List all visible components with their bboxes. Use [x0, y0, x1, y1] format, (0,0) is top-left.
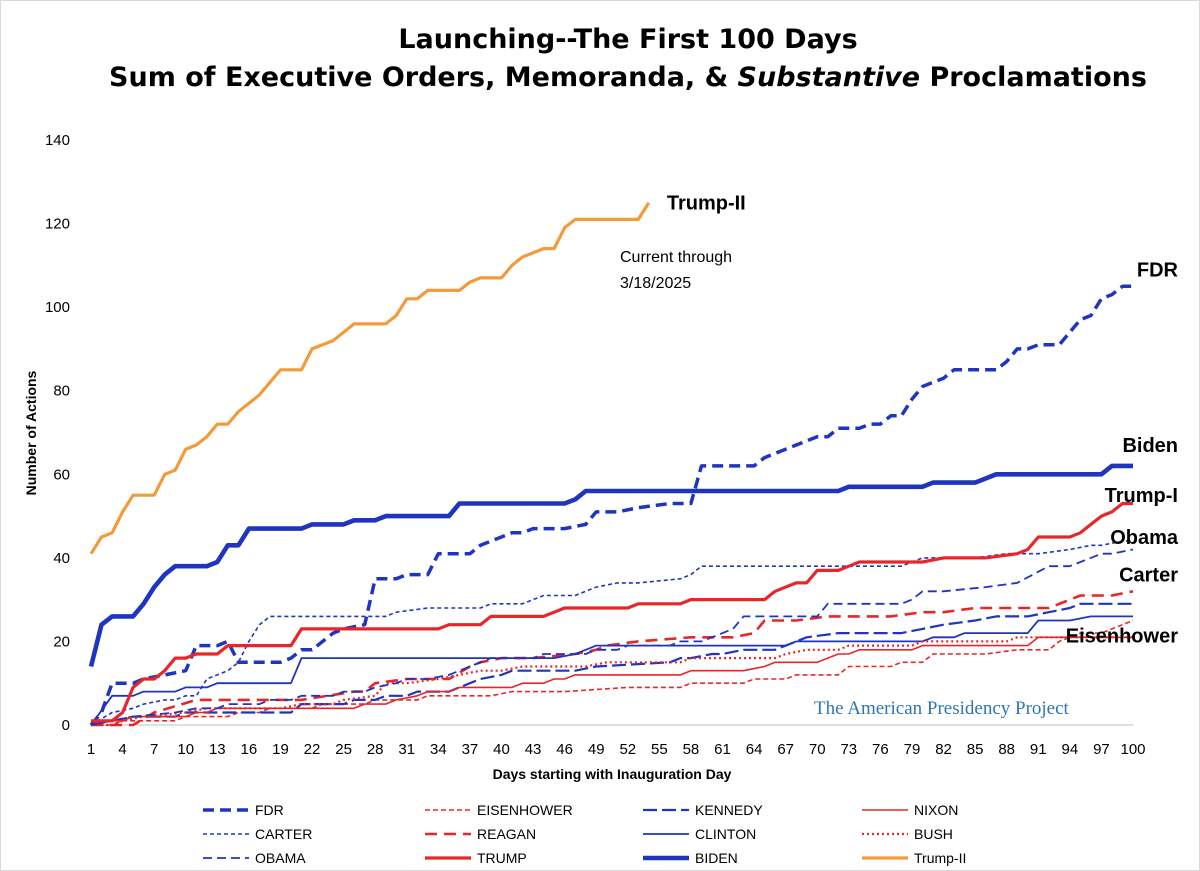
legend-label-carter: CARTER — [255, 826, 312, 842]
x-tick-label: 43 — [525, 741, 542, 758]
series-lines — [88, 201, 1134, 727]
y-tick-label: 40 — [53, 550, 70, 567]
title-line2-em: Substantive — [738, 62, 921, 93]
x-tick-label: 22 — [304, 741, 321, 758]
series-line-fdr — [89, 284, 1133, 727]
x-tick-label: 37 — [462, 741, 479, 758]
legend-label-nixon: NIXON — [914, 802, 958, 818]
legend-label-trump: TRUMP — [477, 850, 527, 866]
series-line-kennedy — [90, 602, 1133, 727]
legend-label-fdr: FDR — [255, 802, 284, 818]
x-tick-label: 40 — [493, 741, 510, 758]
x-tick-label: 70 — [809, 741, 826, 758]
end-label-trump-ii: Trump-II — [667, 193, 746, 215]
x-tick-label: 49 — [588, 741, 605, 758]
x-tick-label: 31 — [398, 741, 415, 758]
legend-label-obama: OBAMA — [255, 850, 306, 866]
x-tick-label: 13 — [209, 741, 226, 758]
y-tick-label: 80 — [53, 383, 70, 400]
legend-label-clinton: CLINTON — [695, 826, 756, 842]
x-tick-label: 1 — [87, 741, 95, 758]
annotation-line2: 3/18/2025 — [620, 275, 691, 292]
x-tick-label: 61 — [714, 741, 731, 758]
end-label-fdr: FDR — [1137, 260, 1179, 282]
x-tick-label: 55 — [651, 741, 668, 758]
x-tick-label: 88 — [998, 741, 1015, 758]
x-tick-label: 34 — [430, 741, 447, 758]
x-tick-label: 85 — [967, 741, 984, 758]
x-tick-label: 100 — [1120, 741, 1145, 758]
x-tick-label: 76 — [872, 741, 889, 758]
x-tick-label: 58 — [683, 741, 700, 758]
series-line-biden — [88, 463, 1133, 668]
title-line2-pre: Sum of Executive Orders, Memoranda, & — [109, 62, 738, 93]
x-tick-label: 28 — [367, 741, 384, 758]
series-line-bush — [91, 636, 1133, 727]
y-tick-label: 120 — [45, 216, 70, 233]
series-end-labels: Trump-II FDR Biden Trump-I Obama Carter Eisenh… — [667, 193, 1179, 648]
x-tick-label: 7 — [150, 741, 158, 758]
series-line-obama — [90, 548, 1134, 726]
x-tick-label: 19 — [272, 741, 289, 758]
title-line2-post: Proclamations — [920, 62, 1147, 93]
legend: FDR EISENHOWER KENNEDY NIXON CARTER REAGAN CLI… — [203, 802, 966, 866]
chart-title-line2: Sum of Executive Orders, Memoranda, & Su… — [109, 62, 1147, 93]
x-tick-label: 46 — [556, 741, 573, 758]
y-axis-title: Number of Actions — [23, 370, 39, 495]
x-axis-title: Days starting with Inauguration Day — [493, 766, 732, 782]
y-tick-label: 20 — [53, 633, 70, 650]
x-tick-label: 52 — [619, 741, 636, 758]
legend-label-reagan: REAGAN — [477, 826, 536, 842]
y-tick-label: 140 — [45, 132, 70, 149]
end-label-obama: Obama — [1110, 527, 1179, 549]
x-tick-label: 91 — [1030, 741, 1047, 758]
y-tick-label: 0 — [62, 717, 70, 734]
end-label-biden: Biden — [1122, 435, 1178, 457]
x-tick-label: 79 — [904, 741, 921, 758]
x-tick-label: 25 — [335, 741, 352, 758]
y-tick-label: 60 — [53, 466, 70, 483]
end-label-trump: Trump-I — [1105, 485, 1178, 507]
series-line-trump-ii — [89, 201, 651, 555]
x-tick-label: 97 — [1093, 741, 1110, 758]
x-tick-label: 10 — [177, 741, 194, 758]
series-line-nixon — [90, 636, 1133, 726]
y-axis-ticks: 0 20 40 60 80 100 120 140 — [45, 132, 70, 734]
x-tick-label: 64 — [746, 741, 763, 758]
x-tick-label: 73 — [840, 741, 857, 758]
y-tick-label: 100 — [45, 299, 70, 316]
legend-label-eisenhower: EISENHOWER — [477, 802, 573, 818]
legend-label-bush: BUSH — [914, 826, 953, 842]
watermark-text: The American Presidency Project — [814, 698, 1070, 719]
chart-title-line1: Launching--The First 100 Days — [398, 24, 857, 55]
legend-label-trump-ii: Trump-II — [914, 850, 966, 866]
legend-label-kennedy: KENNEDY — [695, 802, 763, 818]
x-tick-label: 67 — [777, 741, 794, 758]
x-tick-label: 16 — [241, 741, 258, 758]
annotation-line1: Current through — [620, 249, 732, 266]
series-line-clinton — [90, 615, 1133, 726]
x-tick-label: 94 — [1062, 741, 1079, 758]
x-tick-label: 82 — [935, 741, 952, 758]
end-label-carter: Carter — [1119, 565, 1178, 587]
end-label-eisenhower: Eisenhower — [1066, 625, 1178, 647]
x-axis-ticks: 1 4 7 10 13 16 19 22 25 28 31 34 37 40 43 46 49 52 55 58 61 6… — [87, 741, 1146, 758]
x-tick-label: 4 — [118, 741, 126, 758]
series-line-trump — [91, 501, 1133, 723]
legend-label-biden: BIDEN — [695, 850, 738, 866]
